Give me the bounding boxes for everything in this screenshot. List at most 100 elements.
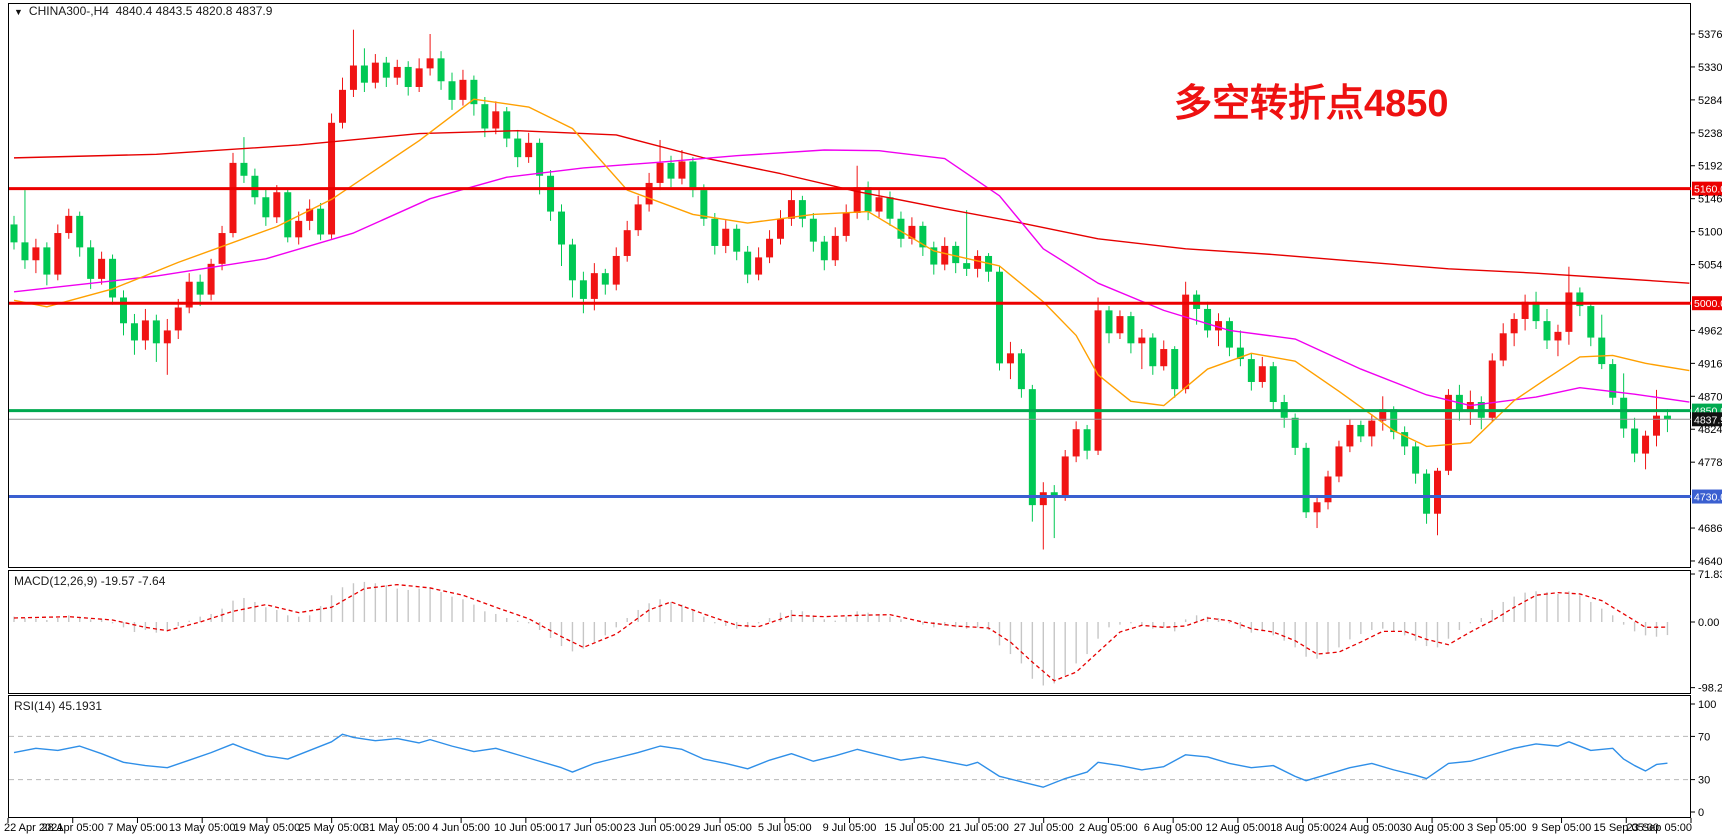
candle-body (536, 142, 544, 176)
candle-body (930, 247, 938, 265)
candle-body (1598, 337, 1606, 365)
candle-body (328, 122, 336, 235)
symbol-dropdown-icon[interactable]: ▼ (14, 7, 23, 17)
candle-body (65, 215, 73, 234)
candle-body (1105, 310, 1113, 334)
candle-body (317, 208, 325, 235)
date-axis-label: 9 Sep 05:00 (1532, 822, 1591, 834)
symbol-header[interactable]: ▼ CHINA300-,H4 4840.4 4843.5 4820.8 4837.… (14, 4, 272, 18)
date-axis-label: 12 Aug 05:00 (1205, 822, 1270, 834)
date-axis-label: 30 Aug 05:00 (1400, 822, 1465, 834)
candle-body (1412, 446, 1420, 474)
candle-body (1587, 306, 1595, 338)
price-badge-current-price (1692, 412, 1722, 427)
candle-body (382, 62, 390, 78)
candle-body (1543, 321, 1551, 341)
date-axis-label: 10 Jun 05:00 (494, 822, 558, 834)
candle-body (1499, 333, 1507, 361)
price-badge-label: 5000.0 (1694, 298, 1722, 310)
candle-body (1302, 447, 1310, 513)
candle-body (1488, 360, 1496, 418)
candle-body (1171, 349, 1179, 390)
candle-body (1247, 359, 1255, 382)
date-axis-label: 19 May 05:00 (234, 822, 301, 834)
candle-body (952, 245, 960, 264)
macd-axis-label: 0.00 (1698, 617, 1719, 629)
candle-body (1039, 492, 1047, 506)
date-axis-label: 27 Jul 05:00 (1014, 822, 1074, 834)
macd-panel-frame[interactable] (8, 570, 1691, 694)
candle-body (1466, 402, 1474, 413)
main-panel-frame[interactable] (8, 3, 1691, 568)
candle-body (831, 235, 839, 261)
annotation-text: 多空转折点4850 (1174, 83, 1449, 125)
candle-body (1313, 502, 1321, 513)
price-badge-label: 5160.0 (1694, 184, 1722, 196)
candle-body (163, 330, 171, 344)
price-axis-label: 5054.0 (1698, 260, 1722, 272)
candle-body (941, 245, 949, 265)
candle-body (787, 200, 795, 219)
rsi-axis-label: 0 (1698, 807, 1704, 819)
candle-body (590, 273, 598, 299)
candle-body (1291, 417, 1299, 448)
candle-body (820, 241, 828, 261)
price-axis-label: 5376.0 (1698, 29, 1722, 41)
candle-body (481, 104, 489, 129)
candle-body (339, 89, 346, 123)
candle-body (492, 111, 500, 129)
candle-body (1061, 456, 1069, 496)
candle-body (612, 255, 620, 285)
candle-body (777, 218, 784, 239)
candle-body (503, 111, 511, 139)
price-axis-label: 5146.0 (1698, 194, 1722, 206)
ma-line-magenta (13, 149, 1690, 407)
candle-body (415, 68, 423, 87)
candle-body (700, 190, 708, 219)
date-axis-label: 3 Sep 05:00 (1467, 822, 1526, 834)
candle-body (755, 257, 763, 275)
candle-body (262, 197, 270, 218)
candle-body (1083, 429, 1091, 451)
candle-body (1532, 301, 1540, 322)
rsi-axis-label: 30 (1698, 775, 1710, 787)
price-axis-label: 4686.0 (1698, 523, 1722, 535)
candle-body (251, 175, 259, 198)
candle-body (963, 263, 971, 269)
date-axis-label: 4 Jun 05:00 (432, 822, 490, 834)
date-axis-label: 15 Sep 05:00 (1594, 822, 1659, 834)
price-badge-label: 4730.0 (1694, 492, 1722, 504)
candle-body (130, 323, 138, 341)
candle-body (1642, 435, 1650, 454)
date-axis-label: 2 Aug 05:00 (1079, 822, 1138, 834)
candle-body (908, 225, 916, 239)
candle-body (514, 138, 522, 158)
rsi-panel-frame[interactable] (8, 695, 1691, 818)
candle-body (1444, 394, 1452, 471)
candle-body (273, 192, 281, 218)
candle-body (371, 62, 379, 83)
candle-body (1554, 331, 1562, 341)
candle-body (568, 244, 576, 281)
price-badge-resistance (1692, 181, 1722, 196)
candle-body (1204, 308, 1212, 331)
candle-body (798, 200, 806, 219)
candle-body (295, 220, 303, 238)
candle-body (875, 197, 883, 212)
price-badge-resistance (1692, 296, 1722, 311)
price-axis-label: 4916.0 (1698, 358, 1722, 370)
candle-body (349, 65, 357, 90)
candle-body (809, 218, 817, 242)
candle-body (1653, 415, 1660, 436)
candle-body (426, 58, 434, 69)
candle-body (842, 213, 850, 236)
candle-body (404, 66, 412, 87)
candle-body (32, 247, 40, 261)
candle-body (744, 251, 752, 275)
date-axis-label: 31 May 05:00 (363, 822, 430, 834)
candle-body (689, 161, 697, 191)
candle-body (470, 79, 478, 105)
candle-body (886, 197, 894, 219)
